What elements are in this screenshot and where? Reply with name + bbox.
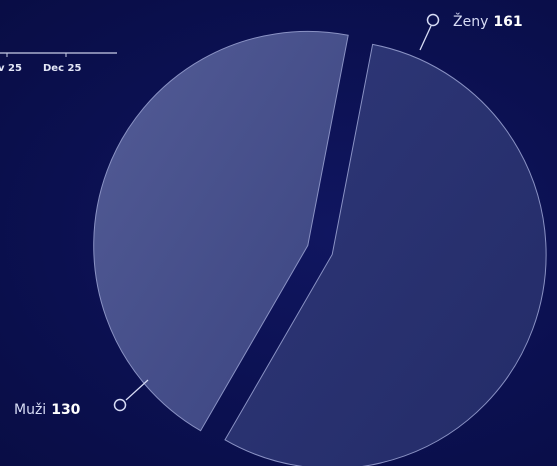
slice-label-muzi-name: Muži bbox=[14, 402, 46, 418]
slice-label-muzi-value: 130 bbox=[51, 402, 80, 418]
leader-zeny bbox=[419, 13, 440, 51]
mini-axis-tick-label-1: v 25 bbox=[0, 63, 22, 74]
slice-label-zeny: Ženy 161 bbox=[453, 12, 523, 30]
marker-muzi bbox=[113, 398, 127, 412]
pie-slice-muzi[interactable] bbox=[93, 30, 349, 432]
mini-axis-tick-label-2: Dec 25 bbox=[43, 63, 81, 74]
slice-label-zeny-name: Ženy bbox=[453, 12, 488, 30]
leader-line-muzi bbox=[125, 379, 149, 401]
marker-zeny bbox=[426, 13, 440, 27]
leader-muzi bbox=[113, 379, 149, 412]
pie-slice-zeny[interactable] bbox=[224, 43, 547, 466]
mini-axis: v 25 Dec 25 bbox=[0, 52, 117, 74]
slice-label-zeny-value: 161 bbox=[493, 14, 522, 30]
pie-slices bbox=[93, 30, 547, 466]
slice-label-muzi: Muži 130 bbox=[14, 402, 81, 418]
leader-line-zeny bbox=[419, 25, 432, 51]
